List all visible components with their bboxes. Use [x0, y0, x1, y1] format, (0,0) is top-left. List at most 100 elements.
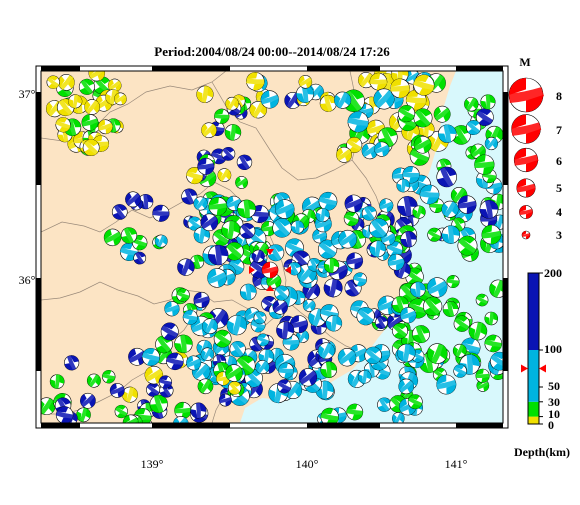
frame-segment — [307, 423, 380, 428]
mechanism-symbol — [141, 347, 160, 367]
magnitude-label-7: 7 — [556, 123, 562, 137]
mainshock-arrow-icon — [266, 285, 274, 291]
mechanism-symbol — [214, 108, 230, 124]
mechanism-symbol — [158, 375, 173, 389]
mechanism-symbol — [149, 394, 168, 414]
mechanism-symbol — [114, 404, 129, 419]
mechanism-symbol — [235, 176, 248, 189]
mechanism-symbol — [334, 91, 352, 109]
mainshock-arrow-icon — [249, 266, 255, 274]
mechanism-symbol — [229, 340, 246, 358]
mechanism-symbol — [185, 167, 204, 185]
mechanism-symbol — [318, 191, 338, 211]
mechanism-symbol — [225, 96, 239, 111]
magnitude-symbol-7 — [511, 114, 542, 144]
depth-tick-30: 30 — [548, 395, 560, 409]
mechanism-symbol — [237, 199, 256, 219]
mechanism-symbol — [207, 268, 227, 288]
mechanism-symbol — [368, 218, 389, 239]
frame-segment — [41, 423, 80, 428]
mechanism-symbol — [200, 347, 215, 361]
mechanism-symbol — [221, 220, 241, 240]
lat-label-37: 37° — [19, 87, 36, 101]
mechanism-symbol — [400, 230, 417, 248]
mechanism-symbol — [407, 394, 423, 410]
depth-tick-10: 10 — [548, 407, 560, 421]
mechanism-symbol — [476, 379, 490, 392]
mechanism-symbol — [317, 342, 335, 360]
mechanism-symbol — [441, 225, 460, 244]
mechanism-symbol — [225, 364, 243, 382]
depth-color-bar — [528, 273, 539, 424]
mechanism-symbol — [76, 407, 91, 423]
magnitude-legend-header: M — [519, 55, 530, 69]
mechanism-symbol — [484, 311, 499, 326]
mechanism-symbol — [272, 299, 288, 315]
prefecture-borders — [41, 71, 393, 423]
mechanism-symbol — [323, 257, 340, 274]
mechanism-symbol — [423, 296, 443, 316]
mechanism-symbol — [221, 146, 236, 161]
mainshock-symbol — [249, 249, 291, 291]
mechanism-symbol — [289, 315, 309, 334]
frame-segment — [503, 278, 508, 371]
mechanism-symbol — [387, 253, 405, 271]
mechanism-symbol — [402, 166, 420, 184]
mechanism-symbol — [347, 111, 369, 133]
mechanism-symbol — [276, 321, 295, 340]
depth-tick-200: 200 — [544, 266, 562, 280]
mechanism-symbol — [49, 374, 65, 389]
mechanism-symbol — [193, 291, 210, 308]
magnitude-label-4: 4 — [556, 205, 562, 219]
mechanism-symbol — [413, 74, 435, 96]
mechanism-symbol — [413, 108, 433, 128]
magnitude-label-8: 8 — [556, 89, 562, 103]
mechanism-symbol — [453, 364, 467, 378]
mechanism-symbol — [397, 104, 416, 123]
mechanism-symbol — [55, 406, 74, 423]
mechanism-symbol — [202, 318, 218, 335]
mechanism-symbol — [442, 301, 459, 318]
mechanism-symbol — [217, 168, 232, 182]
mechanism-symbol — [475, 293, 489, 307]
figure-title: Period:2004/08/24 00:00--2014/08/24 17:2… — [154, 44, 390, 59]
depth-bar-outline — [527, 272, 540, 425]
mechanism-symbol — [452, 343, 467, 358]
magnitude-symbol-3 — [521, 230, 531, 240]
magnitude-legend-symbols — [508, 77, 545, 240]
mechanism-symbol — [111, 204, 128, 220]
mechanism-symbol — [369, 72, 388, 91]
mechanism-symbol — [176, 288, 190, 302]
mechanism-symbol — [400, 307, 417, 324]
lon-label-139: 139° — [141, 457, 164, 471]
mechanism-symbol — [397, 343, 416, 363]
mechanism-symbol — [224, 124, 242, 141]
map-frame — [35, 65, 509, 429]
mechanism-symbol — [338, 229, 357, 249]
mechanism-symbol — [479, 199, 499, 219]
mechanism-symbol — [186, 355, 202, 371]
mechanism-symbol — [441, 200, 459, 218]
mechanism-symbol — [475, 108, 494, 127]
mechanism-symbol — [46, 75, 60, 89]
mechanism-symbol — [315, 208, 330, 223]
earthquake-symbols — [41, 71, 503, 423]
mechanism-symbol — [352, 272, 367, 287]
frame-segment — [152, 66, 230, 71]
mechanism-symbol — [419, 184, 440, 205]
mechanism-symbol — [120, 227, 138, 244]
mechanism-symbol — [107, 78, 122, 93]
mechanism-symbol — [369, 240, 387, 258]
mechanism-symbol — [346, 252, 364, 270]
mechanism-symbol — [197, 157, 215, 175]
mechanism-symbol — [253, 311, 267, 325]
mechanism-symbol — [98, 119, 113, 135]
mechanism-symbol — [55, 117, 71, 133]
mechanism-symbol — [481, 224, 502, 245]
mechanism-symbol — [298, 368, 318, 387]
depth-band — [528, 350, 539, 402]
mechanism-symbol — [80, 392, 96, 409]
mechanism-symbol — [267, 244, 285, 262]
magnitude-label-6: 6 — [556, 154, 562, 168]
